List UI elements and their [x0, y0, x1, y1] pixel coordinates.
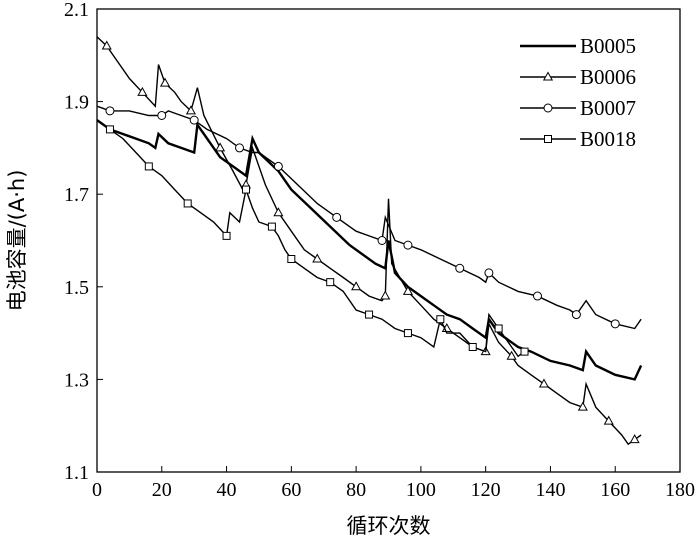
data-point-B0006 — [351, 281, 362, 291]
legend-marker — [544, 135, 552, 143]
data-point-B0006 — [538, 378, 550, 388]
data-point-B0007 — [403, 240, 413, 250]
x-tick-label: 160 — [600, 479, 630, 501]
x-tick-label: 100 — [406, 479, 436, 501]
data-point-B0007 — [532, 291, 542, 301]
legend-item-B0006: B0006 — [520, 65, 636, 89]
x-tick-label: 0 — [92, 479, 102, 501]
x-tick-label: 120 — [471, 479, 501, 501]
plot-frame — [96, 8, 681, 473]
data-point-B0018 — [267, 222, 276, 231]
series-line-B0007 — [96, 105, 642, 330]
x-tick-label: 180 — [665, 479, 695, 501]
data-point-B0007 — [157, 110, 167, 120]
data-point-B0007 — [332, 212, 342, 222]
legend-label: B0006 — [580, 65, 636, 89]
series-B0006 — [96, 36, 642, 446]
data-point-B0018 — [494, 324, 503, 333]
data-point-B0018 — [520, 347, 529, 356]
legend-label: B0007 — [580, 96, 636, 120]
data-point-B0018 — [105, 125, 114, 134]
data-point-B0018 — [326, 278, 335, 287]
data-point-B0007 — [484, 268, 494, 278]
series-line-B0018 — [96, 119, 525, 358]
y-tick-label: 2.1 — [64, 0, 89, 21]
x-axis-title: 循环次数 — [347, 514, 431, 538]
data-point-B0006 — [577, 401, 588, 411]
y-axis-title: 电池容量/(A·h) — [5, 170, 29, 312]
series-line-B0006 — [96, 36, 642, 446]
y-tick-label: 1.3 — [64, 369, 89, 391]
data-point-B0018 — [222, 231, 231, 240]
data-point-B0006 — [629, 434, 640, 444]
data-point-B0006 — [215, 142, 226, 152]
legend-label: B0018 — [580, 127, 636, 151]
data-point-B0018 — [183, 199, 192, 208]
x-tick-label: 80 — [346, 479, 366, 501]
data-point-B0018 — [468, 342, 477, 351]
legend: B0005 B0006 B0007 B0018 — [520, 34, 636, 151]
data-point-B0007 — [455, 263, 465, 273]
series-B0005 — [96, 119, 643, 381]
legend-label: B0005 — [580, 34, 636, 58]
data-point-B0007 — [235, 143, 245, 153]
data-point-B0006 — [603, 415, 614, 425]
data-point-B0007 — [610, 319, 620, 329]
data-point-B0018 — [365, 310, 374, 319]
legend-item-B0007: B0007 — [520, 96, 636, 120]
data-point-B0006 — [137, 86, 148, 96]
y-tick-label: 1.9 — [64, 92, 89, 114]
data-point-B0018 — [436, 315, 445, 324]
series-line-B0005 — [96, 119, 643, 381]
x-tick-label: 20 — [152, 479, 172, 501]
data-point-B0006 — [506, 350, 517, 360]
data-point-B0007 — [377, 236, 387, 245]
legend-marker — [543, 103, 553, 113]
data-point-B0007 — [273, 161, 283, 171]
legend-item-B0005: B0005 — [520, 34, 636, 58]
x-tick-label: 40 — [217, 479, 237, 501]
data-point-B0006 — [159, 77, 171, 87]
y-tick-label: 1.5 — [64, 277, 89, 299]
series-B0007 — [96, 105, 642, 330]
data-point-B0006 — [185, 105, 196, 115]
data-point-B0018 — [144, 162, 153, 171]
data-point-B0018 — [241, 185, 250, 194]
data-point-B0018 — [287, 255, 296, 264]
axis-layer: 0 20 40 60 80 100 120 140 160 180 1.1 1.3 1.5 1.7 1.9 2… — [64, 0, 695, 501]
y-tick-label: 1.7 — [64, 184, 89, 206]
x-tick-label: 60 — [281, 479, 301, 501]
data-point-B0006 — [273, 207, 284, 217]
data-point-B0006 — [101, 40, 112, 50]
legend-marker — [542, 71, 554, 81]
legend-item-B0018: B0018 — [520, 127, 636, 151]
series-B0018 — [96, 119, 529, 358]
data-point-B0006 — [312, 253, 323, 263]
data-point-B0007 — [105, 106, 115, 116]
series-layer — [96, 36, 643, 446]
data-point-B0006 — [380, 290, 391, 300]
x-tick-label: 140 — [535, 479, 565, 501]
y-tick-label: 1.1 — [64, 462, 89, 484]
data-point-B0018 — [403, 329, 412, 338]
data-point-B0007 — [571, 310, 581, 320]
data-point-B0007 — [189, 115, 199, 125]
data-point-B0006 — [402, 285, 413, 295]
